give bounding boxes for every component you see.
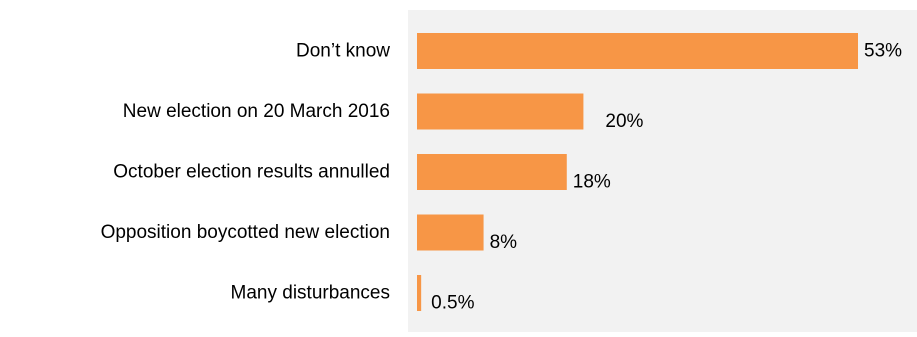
bar-0 [417,33,858,69]
data-label: 8% [490,232,518,253]
data-label: 0.5% [431,293,474,314]
category-label: Many disturbances [231,283,390,304]
category-label: New election on 20 March 2016 [123,101,390,122]
category-label: October election results annulled [113,162,390,183]
category-label: Opposition boycotted new election [101,222,390,243]
bar-1 [417,93,584,130]
data-label: 20% [605,111,643,132]
category-label: Don’t know [296,41,390,62]
bar-3 [417,214,484,251]
data-label: 18% [573,172,611,193]
category-labels: Don’t know New election on 20 March 2016 O… [101,41,391,304]
data-labels: 53% 20% 18% 8% 0.5% [431,41,902,314]
data-label: 53% [864,41,902,62]
bars [417,33,858,311]
bar-4 [417,275,422,311]
bar-2 [417,154,567,190]
